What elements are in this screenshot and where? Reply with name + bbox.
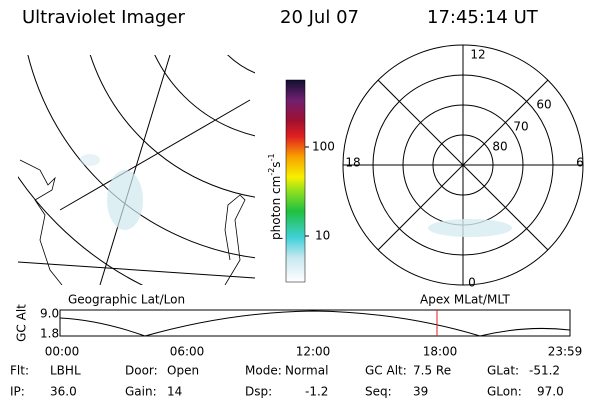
field-value: 97.0 — [537, 385, 564, 399]
timeline-box — [59, 309, 571, 337]
field-label: IP: — [10, 385, 25, 399]
field-value: -1.2 — [305, 385, 328, 399]
x-tick-label: 00:00 — [45, 345, 80, 359]
colorbar-tick: 100 — [312, 140, 335, 154]
colorbar-tick: 10 — [315, 229, 330, 243]
lat-label: 80 — [492, 140, 507, 154]
mlt-label: 12 — [470, 48, 485, 62]
field-label: GLat: — [487, 364, 519, 378]
colorbar-exp: -1 — [267, 153, 276, 161]
title: Ultraviolet Imager — [22, 7, 186, 28]
field-value: Open — [167, 364, 199, 378]
field-label: Dsp: — [245, 385, 272, 399]
mlt-label: 18 — [345, 156, 360, 170]
colorbar-label: photon cm-2s-1 — [267, 153, 283, 240]
altitude-curve — [59, 310, 571, 337]
field-value: 14 — [167, 385, 182, 399]
x-tick-label: 23:59 — [548, 345, 583, 359]
polar-grid — [342, 44, 584, 286]
date: 20 Jul 07 — [280, 7, 359, 28]
field-value: LBHL — [50, 364, 81, 378]
field-value: 36.0 — [50, 385, 77, 399]
field-label: Gain: — [125, 385, 157, 399]
x-tick-label: 06:00 — [170, 345, 205, 359]
y-tick-label: 1.8 — [40, 327, 59, 341]
field-label: GC Alt: — [365, 364, 407, 378]
lat-label: 70 — [513, 120, 528, 134]
field-value: -51.2 — [529, 364, 560, 378]
colorbar-exp: -2 — [267, 168, 276, 176]
field-value: 7.5 Re — [413, 364, 451, 378]
colorbar — [285, 79, 306, 283]
field-label: GLon: — [487, 385, 522, 399]
mlt-label: 0 — [468, 276, 476, 290]
time: 17:45:14 UT — [427, 7, 539, 28]
x-tick-label: 12:00 — [296, 345, 331, 359]
field-label: Seq: — [365, 385, 392, 399]
x-tick-label: 18:00 — [423, 345, 458, 359]
y-label: GC Alt — [15, 304, 29, 342]
field-value: Normal — [285, 364, 328, 378]
y-tick-label: 9.0 — [40, 307, 59, 321]
colorbar-unit: s — [269, 161, 283, 167]
mlt-label: 6 — [576, 156, 584, 170]
panel-label: Apex MLat/MLT — [420, 293, 510, 307]
lat-label: 60 — [536, 98, 551, 112]
field-label: Mode: — [245, 364, 282, 378]
field-label: Flt: — [10, 364, 29, 378]
panel-label: Geographic Lat/Lon — [68, 293, 185, 307]
colorbar-unit: photon cm — [269, 176, 283, 240]
field-value: 39 — [413, 385, 428, 399]
map — [18, 55, 255, 285]
field-label: Door: — [125, 364, 158, 378]
